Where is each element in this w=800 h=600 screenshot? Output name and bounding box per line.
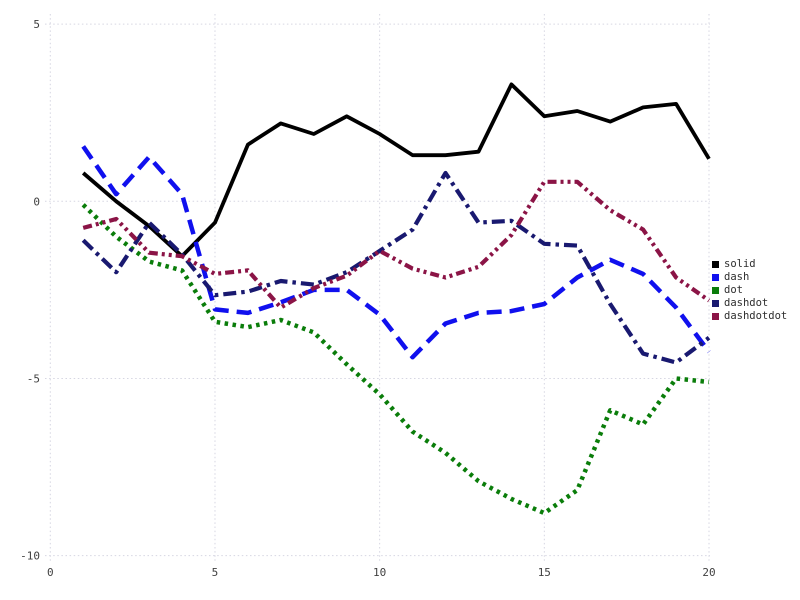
legend-item-solid: solid [712, 258, 787, 271]
legend-item-dashdot: dashdot [712, 297, 787, 310]
x-tick-label: 5 [212, 566, 219, 579]
legend-swatch-icon [712, 313, 719, 320]
series-line-solid [81, 82, 711, 259]
x-tick-label: 0 [47, 566, 54, 579]
y-tick-label: 5 [33, 18, 40, 31]
legend-swatch-icon [712, 287, 719, 294]
x-tick-label: 15 [538, 566, 551, 579]
x-tick-label: 20 [702, 566, 715, 579]
legend-label: dot [724, 284, 743, 296]
legend-swatch-icon [712, 261, 719, 268]
y-tick-label: -5 [27, 372, 40, 385]
legend-item-dot: dot [712, 284, 787, 297]
legend-item-dash: dash [712, 271, 787, 284]
y-tick-label: -10 [20, 550, 40, 563]
legend-swatch-icon [712, 300, 719, 307]
x-tick-label: 10 [373, 566, 386, 579]
legend-item-dashdotdot: dashdotdot [712, 310, 787, 323]
legend-label: dash [724, 271, 750, 283]
legend-swatch-icon [712, 274, 719, 281]
legend-label: dashdot [724, 297, 769, 309]
series-line-dot [81, 203, 710, 516]
legend-label: solid [724, 258, 756, 270]
y-tick-label: 0 [33, 195, 40, 208]
legend: solid dash dot dashdot dashdotdot [712, 258, 787, 323]
series-line-dashdotdot [82, 179, 711, 310]
legend-label: dashdotdot [724, 310, 788, 322]
